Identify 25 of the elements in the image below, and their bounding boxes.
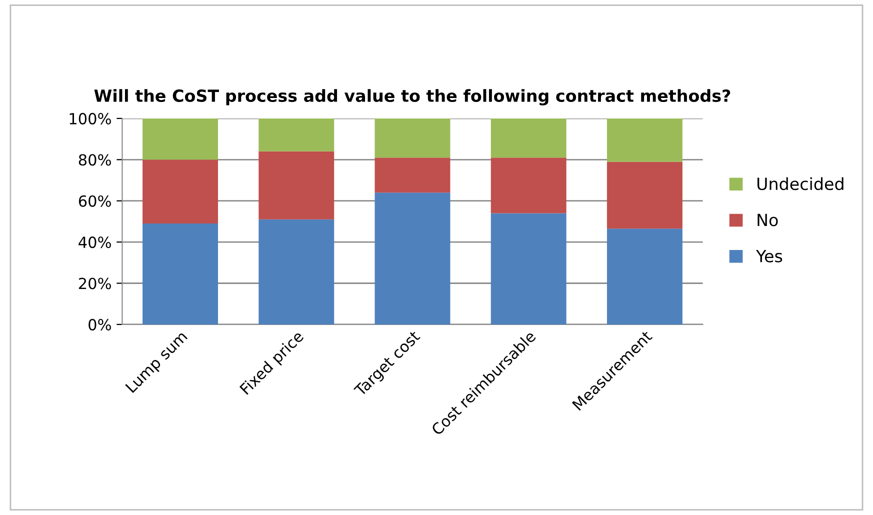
legend-label: Undecided	[757, 177, 844, 190]
y-tick-label: 100%	[70, 112, 111, 124]
legend-label: No	[758, 214, 778, 226]
y-tick-label: 60%	[78, 195, 111, 207]
bar	[374, 118, 450, 158]
bar	[490, 158, 566, 214]
bar	[142, 224, 218, 324]
bar	[258, 118, 334, 152]
bar	[490, 213, 566, 324]
bar	[606, 162, 682, 229]
chart-title: Will the CoST process add value to the following contract methods?	[94, 89, 730, 106]
y-tick-label: 0%	[88, 318, 111, 330]
legend-label: Yes	[756, 250, 782, 262]
bar	[374, 192, 450, 324]
bar	[258, 219, 334, 324]
y-tick-label: 40%	[78, 236, 111, 248]
bar	[258, 151, 334, 220]
y-tick-label: 20%	[78, 278, 111, 290]
bar	[374, 158, 450, 193]
bar	[606, 118, 682, 162]
bar	[142, 160, 218, 224]
bar	[142, 118, 218, 160]
bar	[490, 118, 566, 158]
y-tick-label: 80%	[78, 154, 111, 166]
bar	[606, 228, 682, 324]
